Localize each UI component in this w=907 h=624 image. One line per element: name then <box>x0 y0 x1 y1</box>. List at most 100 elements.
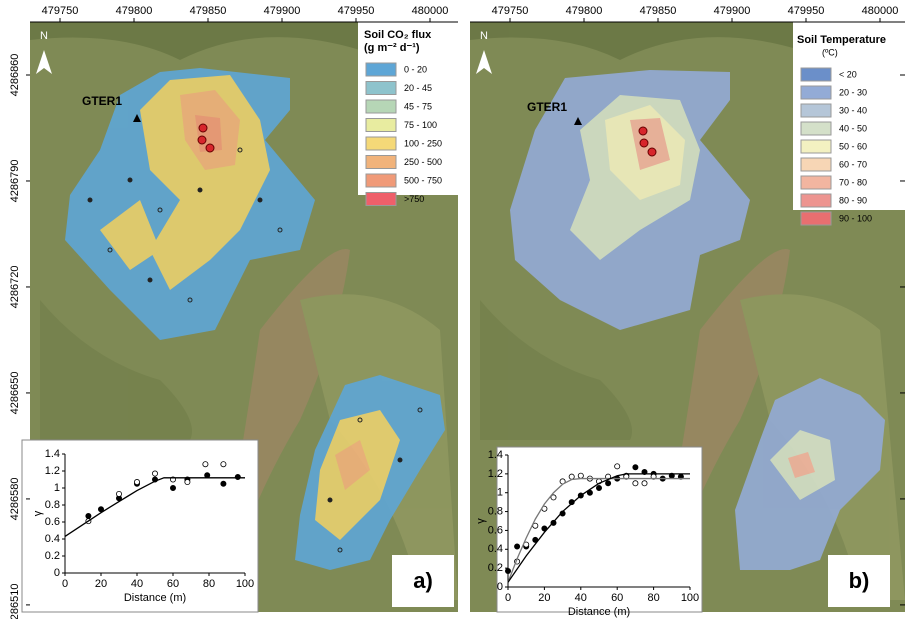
legend-label: 0 - 20 <box>404 64 427 74</box>
x-tick-label: 0 <box>62 578 68 590</box>
x-tick-label: 80 <box>203 578 215 590</box>
figure: GTER1 GTER1 N N a) b) 479750 479800 479850… <box>0 0 907 619</box>
data-point <box>116 491 121 496</box>
legend-swatch <box>801 104 831 117</box>
data-point <box>578 473 583 478</box>
x-tick-label: 479800 <box>566 5 603 17</box>
legend-swatch <box>366 63 396 76</box>
legend-title: Soil CO₂ flux <box>364 29 432 41</box>
legend-subtitle: (ºC) <box>822 47 838 57</box>
x-tick-label: 479950 <box>788 5 825 17</box>
legend-label: 90 - 100 <box>839 213 872 223</box>
y-tick-label: 0.2 <box>45 550 60 562</box>
legend-label: < 20 <box>839 69 857 79</box>
y-tick-label: 0.6 <box>488 524 503 536</box>
legend-label: 20 - 45 <box>404 83 432 93</box>
data-point <box>615 464 620 469</box>
x-tick-label: 479750 <box>42 5 79 17</box>
legend-label: 40 - 50 <box>839 123 867 133</box>
x-axis-label: Distance (m) <box>124 592 186 604</box>
north-label: N <box>40 30 48 42</box>
legend-swatch <box>801 86 831 99</box>
legend-label: 45 - 75 <box>404 101 432 111</box>
x-tick-label: 100 <box>236 578 254 590</box>
panel-label: a) <box>413 568 433 593</box>
legend-label: 60 - 70 <box>839 159 867 169</box>
legend-swatch <box>801 194 831 207</box>
y-tick-label: 4286650 <box>9 372 21 415</box>
legend-subtitle: (g m⁻² d⁻¹) <box>364 42 420 54</box>
legend-label: 100 - 250 <box>404 138 442 148</box>
legend-swatch <box>801 140 831 153</box>
data-point <box>596 485 601 490</box>
x-tick-label: 40 <box>575 592 587 604</box>
y-tick-label: 4286580 <box>9 478 21 521</box>
north-label: N <box>480 30 488 42</box>
legend-swatch <box>366 174 396 187</box>
x-tick-label: 479850 <box>190 5 227 17</box>
legend-label: 250 - 500 <box>404 157 442 167</box>
site-label: GTER1 <box>527 100 567 114</box>
data-point <box>633 465 638 470</box>
y-tick-label: 4286510 <box>9 583 21 619</box>
x-tick-label: 100 <box>681 592 699 604</box>
y-tick-label: 4286860 <box>9 54 21 97</box>
data-point <box>203 462 208 467</box>
data-point <box>86 513 91 518</box>
x-tick-label: 60 <box>611 592 623 604</box>
data-point <box>633 481 638 486</box>
legend-swatch <box>366 193 396 206</box>
legend-label: 80 - 90 <box>839 195 867 205</box>
data-point <box>185 479 190 484</box>
y-tick-label: 0.6 <box>45 516 60 528</box>
y-tick-label: 1.2 <box>45 465 60 477</box>
data-point <box>221 481 226 486</box>
legend-swatch <box>801 122 831 135</box>
data-point <box>205 473 210 478</box>
legend-label: 20 - 30 <box>839 87 867 97</box>
data-point <box>170 485 175 490</box>
legend-label: >750 <box>404 194 424 204</box>
x-tick-label: 20 <box>95 578 107 590</box>
y-tick-label: 0.8 <box>45 499 60 511</box>
y-tick-label: 1.4 <box>488 449 503 461</box>
legend-swatch <box>801 212 831 225</box>
x-tick-label: 480000 <box>862 5 899 17</box>
data-point <box>221 462 226 467</box>
x-tick-label: 479900 <box>264 5 301 17</box>
legend-swatch <box>366 82 396 95</box>
y-tick-label: 1.4 <box>45 448 60 460</box>
x-tick-label: 479750 <box>492 5 529 17</box>
x-tick-label: 479850 <box>640 5 677 17</box>
x-tick-label: 480000 <box>412 5 449 17</box>
legend-label: 75 - 100 <box>404 120 437 130</box>
legend-label: 500 - 750 <box>404 175 442 185</box>
y-tick-label: 1.2 <box>488 468 503 480</box>
legend-label: 50 - 60 <box>839 141 867 151</box>
legend-swatch <box>801 68 831 81</box>
y-tick-label: 0.4 <box>488 543 503 555</box>
x-tick-label: 479800 <box>116 5 153 17</box>
legend-swatch <box>366 156 396 169</box>
x-tick-label: 0 <box>505 592 511 604</box>
x-tick-label: 479950 <box>338 5 375 17</box>
site-label: GTER1 <box>82 94 122 108</box>
legend-swatch <box>366 119 396 132</box>
legend-label: 30 - 40 <box>839 105 867 115</box>
x-tick-label: 40 <box>131 578 143 590</box>
data-point <box>152 471 157 476</box>
legend-swatch <box>366 100 396 113</box>
data-point <box>606 481 611 486</box>
panel-label: b) <box>849 568 870 593</box>
data-point <box>235 474 240 479</box>
x-tick-label: 479900 <box>714 5 751 17</box>
y-tick-label: 4286790 <box>9 160 21 203</box>
legend-swatch <box>801 176 831 189</box>
y-tick-label: 1 <box>54 482 60 494</box>
y-axis-label: γ <box>475 518 487 524</box>
x-tick-label: 20 <box>538 592 550 604</box>
legend-title: Soil Temperature <box>797 34 886 46</box>
y-tick-label: 0 <box>497 581 503 593</box>
y-tick-label: 1 <box>497 487 503 499</box>
legend-swatch <box>366 137 396 150</box>
